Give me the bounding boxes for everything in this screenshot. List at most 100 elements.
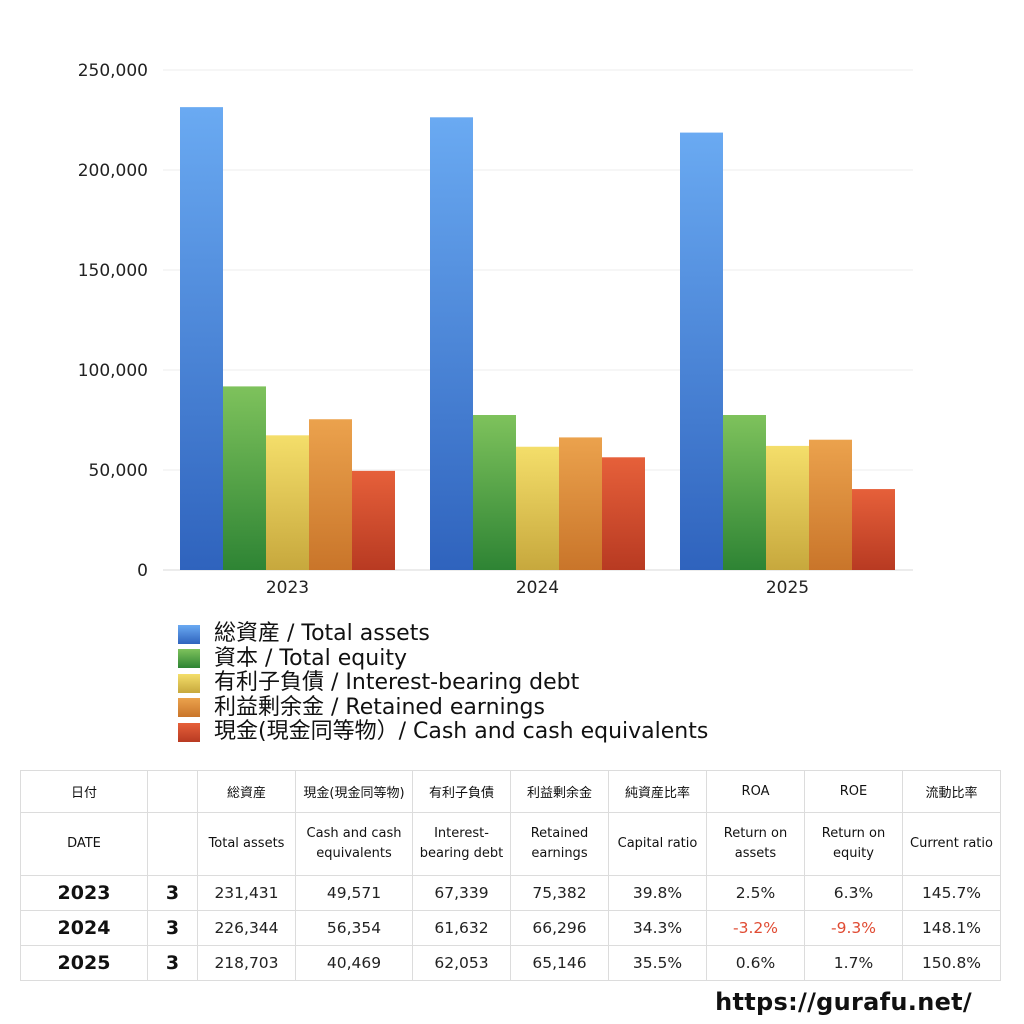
bar: [180, 107, 223, 570]
legend: 総資産 / Total assets 資本 / Total equity 有利子…: [178, 622, 708, 745]
legend-item-retained-earnings: 利益剰余金 / Retained earnings: [178, 694, 708, 721]
y-tick-label: 50,000: [89, 461, 148, 481]
legend-item-interest-bearing-debt: 有利子負債 / Interest-bearing debt: [178, 671, 708, 696]
y-tick-label: 100,000: [78, 361, 148, 381]
legend-label: 総資産 / Total assets: [214, 621, 430, 647]
financial-table-wrapper: 日付 総資産 現金(現金同等物) 有利子負債 利益剰余金 純資産比率 ROA R…: [20, 770, 1001, 981]
cell-month: 3: [147, 875, 198, 911]
header-date-jp: 日付: [20, 770, 148, 813]
bar: [723, 415, 766, 570]
financial-table: 日付 総資産 現金(現金同等物) 有利子負債 利益剰余金 純資産比率 ROA R…: [20, 770, 1001, 981]
header-roe-jp: ROE: [804, 770, 903, 813]
legend-label: 資本 / Total equity: [214, 645, 407, 671]
bar: [852, 489, 895, 570]
bar: [473, 415, 516, 570]
header-total-assets-en: Total assets: [197, 812, 296, 876]
cell-capital-ratio: 34.3%: [608, 910, 707, 946]
cell-year: 2023: [20, 875, 148, 911]
cell-debt: 61,632: [412, 910, 511, 946]
bar: [602, 457, 645, 570]
cell-debt: 67,339: [412, 875, 511, 911]
bar-chart: 0 50,000 100,000 150,000 200,000 250,000 2023…: [78, 61, 913, 598]
header-month-en: [147, 812, 198, 876]
bar: [559, 437, 602, 570]
cell-retained: 65,146: [510, 945, 609, 981]
bar: [680, 132, 723, 570]
bar: [430, 117, 473, 570]
bar: [809, 439, 852, 570]
header-retained-jp: 利益剰余金: [510, 770, 609, 813]
legend-swatch: [178, 673, 200, 693]
header-current-ratio-jp: 流動比率: [902, 770, 1001, 813]
legend-label: 利益剰余金 / Retained earnings: [214, 694, 545, 720]
header-debt-jp: 有利子負債: [412, 770, 511, 813]
header-capital-ratio-jp: 純資産比率: [608, 770, 707, 813]
cell-roa: -3.2%: [706, 910, 805, 946]
y-tick-label: 150,000: [78, 261, 148, 281]
cell-year: 2025: [20, 945, 148, 981]
table-row: 2025 3 218,703 40,469 62,053 65,146 35.5…: [20, 945, 1001, 981]
legend-swatch: [178, 722, 200, 742]
header-roe-en: Return on equity: [804, 812, 903, 876]
bar: [766, 445, 809, 570]
cell-total-assets: 218,703: [197, 945, 296, 981]
cell-retained: 75,382: [510, 875, 609, 911]
bar: [352, 470, 395, 570]
cell-total-assets: 231,431: [197, 875, 296, 911]
bar: [309, 419, 352, 570]
y-tick-label: 200,000: [78, 161, 148, 181]
y-axis-ticks: 0 50,000 100,000 150,000 200,000 250,000: [78, 61, 148, 581]
bars: [180, 107, 895, 570]
table-row: 2023 3 231,431 49,571 67,339 75,382 39.8…: [20, 875, 1001, 911]
cell-cash: 49,571: [295, 875, 413, 911]
header-month-jp: [147, 770, 198, 813]
bar: [223, 386, 266, 570]
cell-cash: 40,469: [295, 945, 413, 981]
legend-swatch: [178, 698, 200, 718]
cell-current-ratio: 148.1%: [902, 910, 1001, 946]
x-axis-ticks: 2023 2024 2025: [266, 578, 809, 598]
bar: [516, 446, 559, 570]
cell-cash: 56,354: [295, 910, 413, 946]
header-current-ratio-en: Current ratio: [902, 812, 1001, 876]
header-date-en: DATE: [20, 812, 148, 876]
cell-total-assets: 226,344: [197, 910, 296, 946]
cell-year: 2024: [20, 910, 148, 946]
header-retained-en: Retained earnings: [510, 812, 609, 876]
x-tick-label: 2023: [266, 578, 309, 598]
header-row-en: DATE Total assets Cash and cash equivale…: [20, 812, 1001, 876]
header-debt-en: Interest-bearing debt: [412, 812, 511, 876]
header-cash-jp: 現金(現金同等物): [295, 770, 413, 813]
cell-current-ratio: 145.7%: [902, 875, 1001, 911]
cell-month: 3: [147, 945, 198, 981]
cell-month: 3: [147, 910, 198, 946]
cell-current-ratio: 150.8%: [902, 945, 1001, 981]
legend-swatch: [178, 649, 200, 669]
cell-roe: -9.3%: [804, 910, 903, 946]
legend-label: 有利子負債 / Interest-bearing debt: [214, 670, 580, 696]
header-roa-en: Return on assets: [706, 812, 805, 876]
x-tick-label: 2025: [766, 578, 809, 598]
legend-item-total-assets: 総資産 / Total assets: [178, 622, 708, 647]
table-row: 2024 3 226,344 56,354 61,632 66,296 34.3…: [20, 910, 1001, 946]
legend-swatch: [178, 624, 200, 644]
header-total-assets-jp: 総資産: [197, 770, 296, 813]
legend-item-total-equity: 資本 / Total equity: [178, 645, 708, 672]
header-capital-ratio-en: Capital ratio: [608, 812, 707, 876]
bar: [266, 435, 309, 570]
cell-capital-ratio: 35.5%: [608, 945, 707, 981]
legend-item-cash: 現金(現金同等物）/ Cash and cash equivalents: [178, 720, 708, 745]
cell-roa: 2.5%: [706, 875, 805, 911]
x-tick-label: 2024: [516, 578, 559, 598]
cell-roa: 0.6%: [706, 945, 805, 981]
header-cash-en: Cash and cash equivalents: [295, 812, 413, 876]
cell-capital-ratio: 39.8%: [608, 875, 707, 911]
cell-retained: 66,296: [510, 910, 609, 946]
footer-url: https://gurafu.net/: [715, 988, 972, 1016]
y-tick-label: 0: [137, 561, 148, 581]
legend-label: 現金(現金同等物）/ Cash and cash equivalents: [214, 719, 709, 745]
cell-roe: 6.3%: [804, 875, 903, 911]
y-tick-label: 250,000: [78, 61, 148, 81]
cell-debt: 62,053: [412, 945, 511, 981]
header-roa-jp: ROA: [706, 770, 805, 813]
